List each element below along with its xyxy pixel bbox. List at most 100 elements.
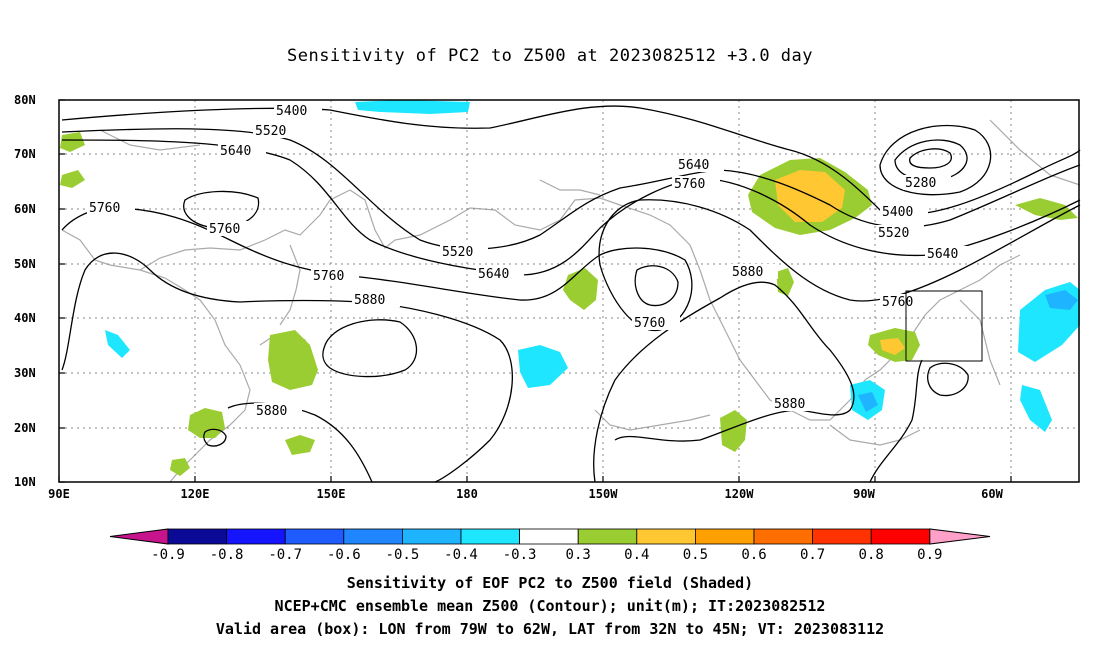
contour-label: 5640 xyxy=(478,267,509,282)
shade-area xyxy=(776,268,794,296)
map-title: Sensitivity of PC2 to Z500 at 2023082512… xyxy=(286,46,813,66)
shade-area xyxy=(60,170,85,188)
colorbar: -0.9 -0.8 -0.7 -0.6 -0.5 -0.4 -0.3 0.3 0.4 0.5 0.6… xyxy=(109,528,991,563)
colorbar-swatch xyxy=(577,528,638,545)
colorbar-swatch xyxy=(167,528,227,545)
contour-label: 5520 xyxy=(255,124,286,139)
colorbar-swatch xyxy=(460,528,520,545)
contour-5280 xyxy=(894,139,968,181)
lat-label: 80N xyxy=(14,93,36,107)
contour-5760 xyxy=(183,190,260,229)
lat-label: 70N xyxy=(14,147,36,161)
contour-label: 5520 xyxy=(442,245,473,260)
lat-label: 50N xyxy=(14,257,36,271)
contour-5640 xyxy=(61,139,1081,276)
shade-area xyxy=(1015,198,1078,220)
colorbar-label: -0.6 xyxy=(327,547,361,563)
shade-area xyxy=(1045,290,1078,310)
contour-5400 xyxy=(61,105,1081,216)
shade-area xyxy=(170,458,190,476)
colorbar-label: 0.9 xyxy=(917,547,942,563)
lat-label: 60N xyxy=(14,202,36,216)
colorbar-swatch xyxy=(519,528,579,545)
contour-label: 5760 xyxy=(882,295,913,310)
colorbar-swatch xyxy=(401,528,462,545)
lon-label: 90W xyxy=(853,487,875,501)
map-frame xyxy=(58,99,1080,483)
colorbar-left-tip xyxy=(109,528,169,545)
shade-area xyxy=(60,132,85,152)
colorbar-swatch xyxy=(695,528,755,545)
shade-area xyxy=(518,345,568,388)
lon-label: 120W xyxy=(725,487,755,501)
contour-5880 xyxy=(61,252,513,483)
colorbar-label: 0.6 xyxy=(741,547,766,563)
negative-sensitivity-areas xyxy=(105,100,1080,432)
colorbar-label: -0.7 xyxy=(268,547,302,563)
lon-label: 150E xyxy=(317,487,346,501)
longitude-labels: 90E 120E 150E 180 150W 120W 90W 60W xyxy=(48,487,1003,501)
contour-label: 5640 xyxy=(220,144,251,159)
contour-label: 5400 xyxy=(276,104,307,119)
contour-label: 5520 xyxy=(878,226,909,241)
shade-area xyxy=(1020,385,1052,432)
lon-label: 150W xyxy=(589,487,619,501)
latitude-labels: 80N 70N 60N 50N 40N 30N 20N 10N xyxy=(14,93,36,489)
colorbar-label: 0.8 xyxy=(859,547,884,563)
contour-5880 xyxy=(593,281,855,483)
contour-label: 5640 xyxy=(678,158,709,173)
colorbar-swatch xyxy=(636,528,696,545)
colorbar-label: -0.8 xyxy=(210,547,244,563)
contour-label: 5760 xyxy=(313,269,344,284)
contour-label: 5880 xyxy=(732,265,763,280)
contour-label: 5760 xyxy=(634,316,665,331)
contour-label: 5880 xyxy=(256,404,287,419)
colorbar-right-tip xyxy=(929,528,991,545)
axis-ticks xyxy=(58,99,1012,483)
shade-area xyxy=(720,410,747,452)
lat-label: 30N xyxy=(14,366,36,380)
contour-label: 5640 xyxy=(927,247,958,262)
caption-valid-area: Valid area (box): LON from 79W to 62W, L… xyxy=(215,620,885,638)
colorbar-swatch xyxy=(812,528,872,545)
lat-label: 10N xyxy=(14,475,36,489)
contour-5880 xyxy=(203,428,227,447)
shade-area xyxy=(858,392,878,412)
contour-5760 xyxy=(61,199,1081,332)
lon-label: 90E xyxy=(48,487,70,501)
contour-5880 xyxy=(869,359,923,483)
contour-labels: 5400 5520 5640 5760 5760 5520 5640 5760 … xyxy=(87,103,973,419)
shade-area xyxy=(268,330,318,390)
colorbar-label: 0.7 xyxy=(800,547,825,563)
contour-5880 xyxy=(927,362,969,397)
lat-label: 40N xyxy=(14,311,36,325)
contour-label: 5760 xyxy=(89,201,120,216)
colorbar-label: 0.4 xyxy=(624,547,649,563)
caption-contour: NCEP+CMC ensemble mean Z500 (Contour); u… xyxy=(274,597,826,615)
colorbar-label: -0.4 xyxy=(444,547,478,563)
colorbar-label: 0.3 xyxy=(566,547,591,563)
shade-area xyxy=(105,330,130,358)
contour-5280 xyxy=(879,124,992,196)
contour-label: 5280 xyxy=(905,176,936,191)
contour-label: 5880 xyxy=(354,293,385,308)
contour-5280 xyxy=(909,148,952,169)
caption-shading: Sensitivity of EOF PC2 to Z500 field (Sh… xyxy=(346,574,754,592)
colorbar-swatch xyxy=(226,528,286,545)
contour-label: 5760 xyxy=(209,222,240,237)
colorbar-label: -0.9 xyxy=(151,547,185,563)
contour-5880 xyxy=(322,319,418,378)
colorbar-label: -0.5 xyxy=(386,547,420,563)
lat-label: 20N xyxy=(14,421,36,435)
contour-label: 5760 xyxy=(674,177,705,192)
shade-area xyxy=(563,268,598,310)
contour-label: 5400 xyxy=(882,205,913,220)
contour-5880 xyxy=(227,402,373,483)
colorbar-label: 0.5 xyxy=(683,547,708,563)
colorbar-swatch xyxy=(284,528,345,545)
valid-area-box xyxy=(905,290,983,362)
colorbar-swatch xyxy=(343,528,403,545)
colorbar-label: -0.3 xyxy=(503,547,537,563)
colorbar-swatch xyxy=(753,528,813,545)
lon-label: 60W xyxy=(981,487,1003,501)
